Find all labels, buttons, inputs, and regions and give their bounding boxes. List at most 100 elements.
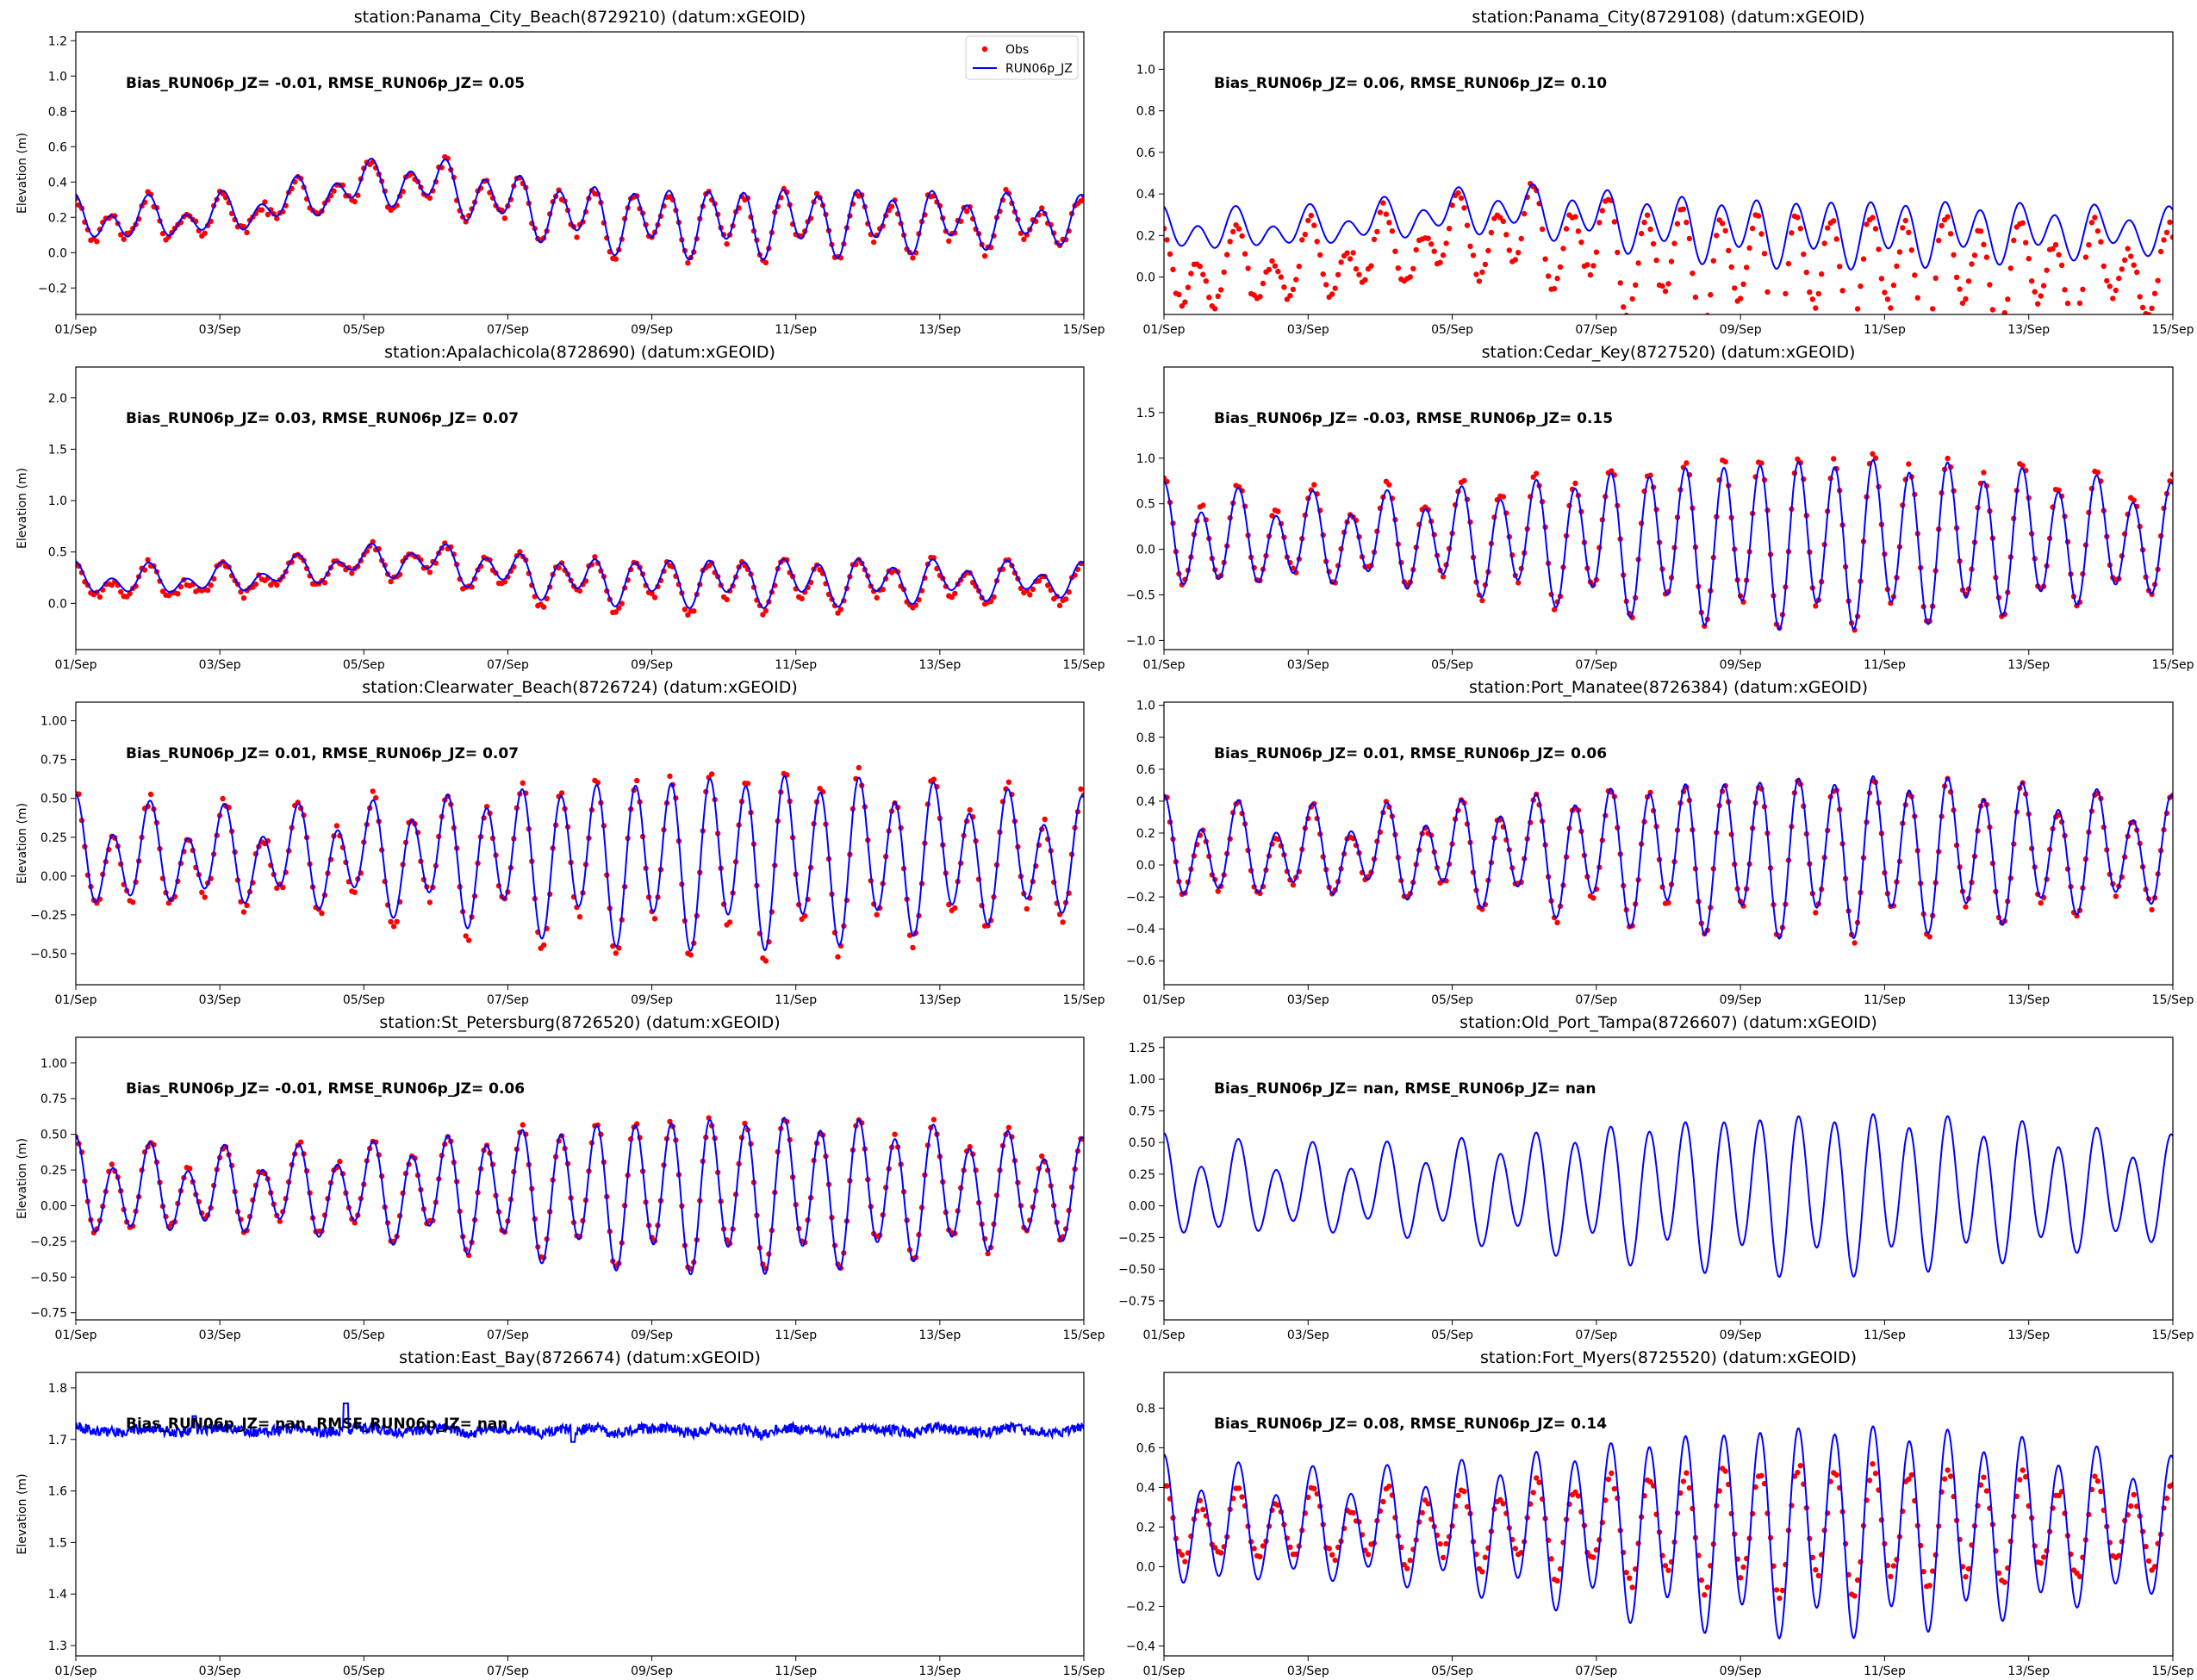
- x-tick-label: 05/Sep: [343, 323, 385, 337]
- obs-point: [1257, 1553, 1263, 1560]
- obs-point: [1758, 1472, 1764, 1479]
- obs-point: [949, 594, 955, 600]
- x-tick-label: 11/Sep: [1864, 993, 1906, 1007]
- obs-point: [1425, 235, 1431, 241]
- obs-point: [880, 586, 886, 593]
- obs-point: [1332, 285, 1338, 291]
- obs-point: [1200, 1506, 1206, 1513]
- y-tick-label: 0.0: [1136, 544, 1155, 557]
- obs-point: [1164, 1483, 1170, 1489]
- obs-point: [946, 238, 952, 244]
- obs-point: [2026, 256, 2032, 262]
- obs-point: [906, 932, 913, 938]
- obs-point: [1554, 919, 1560, 926]
- obs-point: [1293, 277, 1299, 283]
- obs-point: [1684, 219, 1690, 226]
- obs-point: [1768, 316, 1773, 321]
- obs-point: [466, 937, 472, 943]
- x-tick-label: 11/Sep: [1864, 658, 1906, 672]
- obs-point: [1596, 220, 1603, 226]
- obs-point: [1290, 286, 1297, 293]
- obs-point: [1371, 236, 1378, 242]
- obs-point: [1890, 1563, 1897, 1569]
- obs-point: [726, 919, 733, 925]
- obs-point: [1479, 1569, 1485, 1575]
- obs-point: [1500, 494, 1507, 500]
- obs-point: [1078, 198, 1084, 204]
- obs-point: [298, 1139, 304, 1145]
- obs-point: [1030, 586, 1036, 593]
- obs-point: [1534, 470, 1540, 476]
- obs-point: [967, 806, 973, 813]
- obs-point: [967, 1143, 973, 1150]
- obs-point: [1795, 215, 1801, 221]
- obs-point: [96, 594, 103, 600]
- obs-point: [1179, 1552, 1186, 1559]
- obs-point: [991, 594, 997, 600]
- obs-point: [1779, 1587, 1786, 1594]
- obs-point: [1386, 482, 1392, 488]
- obs-point: [352, 198, 358, 205]
- obs-point: [1386, 220, 1392, 226]
- obs-point: [1981, 241, 1987, 247]
- obs-point: [1611, 219, 1618, 225]
- obs-point: [2050, 246, 2056, 252]
- obs-point: [1212, 1545, 1218, 1551]
- obs-point: [1227, 239, 1233, 245]
- y-tick-label: 0.00: [1129, 1200, 1155, 1214]
- y-tick-label: 0.6: [1136, 146, 1155, 160]
- obs-point: [2038, 899, 2044, 906]
- y-tick-label: −1.0: [1126, 634, 1155, 648]
- axes-frame: [75, 1372, 1085, 1657]
- obs-point: [1674, 221, 1681, 227]
- obs-point: [2116, 1552, 2122, 1559]
- obs-point: [892, 1131, 898, 1137]
- obs-point: [1902, 217, 1908, 224]
- stats-annotation: Bias_RUN06p_JZ= 0.08, RMSE_RUN06p_JZ= 0.…: [1214, 1416, 1607, 1433]
- obs-point: [1024, 905, 1030, 912]
- obs-point: [1512, 1546, 1519, 1552]
- obs-point: [1813, 305, 1819, 311]
- obs-point: [1825, 225, 1831, 231]
- x-tick-label: 11/Sep: [1864, 1328, 1906, 1342]
- y-tick-label: 1.0: [48, 495, 67, 508]
- x-tick-label: 15/Sep: [2152, 993, 2194, 1007]
- panel-title: station:Old_Port_Tampa(8726607) (datum:x…: [1459, 1013, 1877, 1032]
- obs-point: [1945, 1467, 1951, 1473]
- obs-point: [1425, 1501, 1431, 1507]
- obs-point: [871, 239, 877, 246]
- obs-point: [1684, 460, 1690, 466]
- obs-point: [1953, 274, 1960, 281]
- y-tick-label: 0.50: [1129, 1136, 1155, 1150]
- obs-point: [1485, 247, 1491, 254]
- obs-point: [1500, 1501, 1507, 1507]
- obs-point: [175, 591, 181, 597]
- panel-title: station:Panama_City(8729108) (datum:xGEO…: [1472, 8, 1864, 27]
- y-tick-label: 0.25: [40, 831, 67, 845]
- obs-point: [1554, 1577, 1560, 1584]
- x-tick-label: 01/Sep: [1143, 1328, 1186, 1342]
- x-tick-label: 11/Sep: [775, 993, 817, 1007]
- obs-point: [2107, 283, 2113, 289]
- panel-3: station:Cedar_Key(8727520) (datum:xGEOID…: [1126, 343, 2194, 672]
- obs-point: [240, 595, 247, 601]
- obs-point: [1995, 1570, 2002, 1577]
- y-axis-label: Elevation (m): [16, 1138, 29, 1219]
- y-tick-label: 0.4: [1136, 1481, 1155, 1495]
- obs-point: [1996, 329, 2001, 334]
- obs-point: [613, 950, 619, 956]
- obs-point: [1908, 247, 1914, 253]
- obs-point: [1392, 248, 1398, 254]
- obs-point: [202, 894, 208, 900]
- obs-point: [1740, 281, 1746, 287]
- obs-point: [331, 188, 337, 194]
- obs-point: [1686, 235, 1693, 242]
- model-line: [1164, 1425, 2173, 1640]
- x-tick-label: 15/Sep: [1063, 993, 1105, 1007]
- obs-point: [1807, 289, 1813, 296]
- obs-point: [1831, 456, 1837, 462]
- obs-point: [1218, 287, 1224, 293]
- obs-series: [1164, 775, 2173, 946]
- obs-point: [1534, 1475, 1540, 1481]
- obs-point: [874, 594, 880, 600]
